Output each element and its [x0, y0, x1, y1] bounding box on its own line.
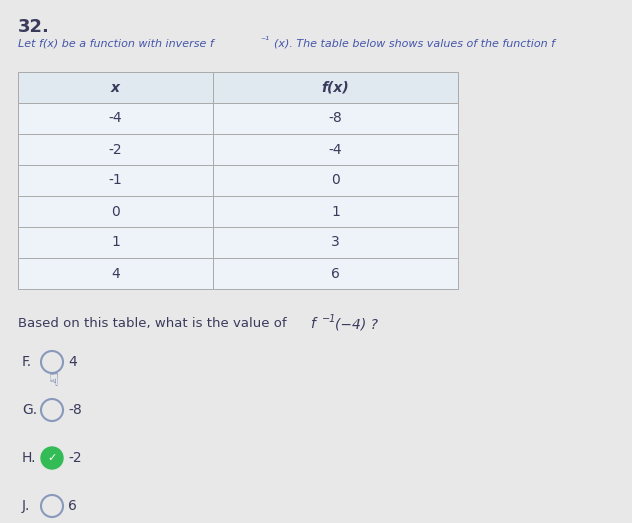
Text: 1: 1 — [111, 235, 120, 249]
Text: -8: -8 — [329, 111, 343, 126]
Text: (x). The table below shows values of the function f: (x). The table below shows values of the… — [274, 38, 555, 48]
Circle shape — [41, 447, 63, 469]
Text: 0: 0 — [331, 174, 340, 188]
Bar — [18, 103, 213, 134]
Text: x: x — [111, 81, 120, 95]
Bar — [213, 72, 458, 103]
Text: Let f(x) be a function with inverse f: Let f(x) be a function with inverse f — [18, 38, 214, 48]
Bar — [213, 103, 458, 134]
Text: -2: -2 — [109, 142, 123, 156]
Text: -1: -1 — [109, 174, 123, 188]
Text: 32.: 32. — [18, 18, 50, 36]
Text: -4: -4 — [329, 142, 343, 156]
Bar — [18, 165, 213, 196]
Text: 6: 6 — [68, 499, 77, 513]
Text: ✓: ✓ — [47, 453, 57, 463]
Bar — [18, 134, 213, 165]
Bar — [213, 258, 458, 289]
Text: f(x): f(x) — [322, 81, 349, 95]
Bar — [213, 165, 458, 196]
Text: ☟: ☟ — [49, 372, 59, 390]
Text: 0: 0 — [111, 204, 120, 219]
Text: ⁻¹: ⁻¹ — [260, 36, 269, 46]
Text: f: f — [310, 317, 315, 331]
Text: -8: -8 — [68, 403, 82, 417]
Text: (−4) ?: (−4) ? — [335, 317, 378, 331]
Bar — [18, 258, 213, 289]
Bar — [213, 227, 458, 258]
Bar — [18, 196, 213, 227]
Bar — [213, 196, 458, 227]
Text: −1: −1 — [322, 314, 336, 324]
Text: 6: 6 — [331, 267, 340, 280]
Text: Based on this table, what is the value of: Based on this table, what is the value o… — [18, 317, 291, 330]
Text: 4: 4 — [68, 355, 76, 369]
Text: 1: 1 — [331, 204, 340, 219]
Text: -4: -4 — [109, 111, 123, 126]
Text: H.: H. — [22, 451, 37, 465]
Text: J.: J. — [22, 499, 30, 513]
Bar — [18, 227, 213, 258]
Text: G.: G. — [22, 403, 37, 417]
Bar — [18, 72, 213, 103]
Text: 3: 3 — [331, 235, 340, 249]
Text: -2: -2 — [68, 451, 82, 465]
Bar — [213, 134, 458, 165]
Text: F.: F. — [22, 355, 32, 369]
Text: 4: 4 — [111, 267, 120, 280]
